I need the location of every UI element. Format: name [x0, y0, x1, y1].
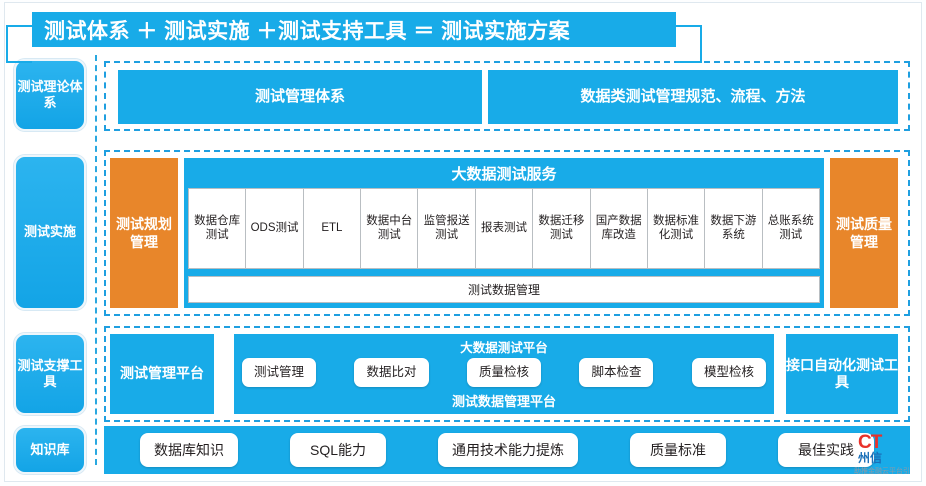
theory-box-data-spec[interactable]: 数据类测试管理规范、流程、方法 [488, 70, 898, 124]
support-block-test-management-platform-label: 测试管理平台 [120, 365, 204, 382]
sidebar-item-execution-label: 测试实施 [23, 224, 76, 240]
execution-block-planning[interactable]: 测试规划管理 [110, 158, 178, 308]
big-data-test-platform-panel: 大数据测试平台 测试管理 数据比对 质量检核 脚本检查 模型检核 测试数据管理平… [234, 334, 774, 414]
big-data-test-service-title: 大数据测试服务 [451, 165, 557, 183]
support-section-band [104, 326, 910, 422]
support-block-api-automation-tool-label: 接口自动化测试工具 [786, 356, 898, 391]
sidebar-item-theory-label: 测试理论体系 [17, 78, 83, 110]
service-cell[interactable]: 数据下游系统 [705, 189, 763, 268]
sidebar-item-execution[interactable]: 测试实施 [14, 155, 86, 310]
banner-bracket-left [6, 25, 32, 63]
sidebar-item-knowledge-base[interactable]: 知识库 [14, 426, 86, 474]
service-cell[interactable]: ODS测试 [246, 189, 304, 268]
execution-block-quality-label: 测试质量管理 [836, 215, 892, 250]
knowledge-base-pill[interactable]: 数据库知识 [140, 433, 238, 467]
theory-section-band [104, 61, 910, 131]
service-cell-list: 数据仓库测试 ODS测试 ETL 数据中台测试 监管报送测试 报表测试 数据迁移… [188, 188, 820, 269]
service-cell[interactable]: 数据中台测试 [361, 189, 419, 268]
service-cell[interactable]: 报表测试 [476, 189, 534, 268]
knowledge-base-pill[interactable]: 通用技术能力提炼 [438, 433, 578, 467]
support-block-api-automation-tool[interactable]: 接口自动化测试工具 [786, 334, 898, 414]
big-data-test-platform-title: 大数据测试平台 [460, 341, 548, 355]
knowledge-base-pill[interactable]: SQL能力 [290, 433, 386, 467]
page-title-banner: 测试体系 ＋ 测试实施 ＋测试支持工具 ＝ 测试实施方案 [32, 12, 676, 47]
page-title: 测试体系 ＋ 测试实施 ＋测试支持工具 ＝ 测试实施方案 [44, 19, 571, 43]
support-block-test-management-platform[interactable]: 测试管理平台 [110, 334, 214, 414]
execution-section-band [104, 150, 910, 316]
platform-pill[interactable]: 脚本检查 [579, 357, 654, 387]
theory-box-data-spec-label: 数据类测试管理规范、流程、方法 [580, 87, 806, 105]
platform-pill[interactable]: 测试管理 [242, 357, 317, 387]
execution-block-planning-label: 测试规划管理 [116, 215, 172, 250]
knowledge-base-pill[interactable]: 最佳实践 [778, 433, 874, 467]
sidebar-item-knowledge-base-label: 知识库 [30, 441, 70, 457]
service-cell[interactable]: 数据标准化测试 [648, 189, 706, 268]
sidebar-column-divider [95, 55, 97, 465]
knowledge-base-panel: 数据库知识 SQL能力 通用技术能力提炼 质量标准 最佳实践 [104, 426, 910, 474]
theory-box-management-system-label: 测试管理体系 [254, 87, 345, 105]
sidebar-item-support[interactable]: 测试支撑工具 [14, 333, 86, 415]
big-data-test-platform-footer: 测试数据管理平台 [451, 394, 556, 409]
service-cell[interactable]: 监管报送测试 [418, 189, 476, 268]
execution-block-quality[interactable]: 测试质量管理 [830, 158, 898, 308]
service-cell[interactable]: 国产数据库改造 [591, 189, 648, 268]
platform-pill[interactable]: 模型检核 [691, 357, 766, 387]
service-cell[interactable]: ETL [304, 189, 362, 268]
platform-pill[interactable]: 质量检核 [466, 357, 541, 387]
big-data-test-service-panel: 大数据测试服务 数据仓库测试 ODS测试 ETL 数据中台测试 监管报送测试 报… [184, 158, 824, 308]
platform-pill[interactable]: 数据比对 [354, 357, 429, 387]
service-cell[interactable]: 数据仓库测试 [189, 189, 247, 268]
banner-bracket-right [676, 25, 702, 63]
service-footer-test-data-management[interactable]: 测试数据管理 [188, 276, 820, 303]
sidebar-item-support-label: 测试支撑工具 [17, 357, 83, 389]
service-cell[interactable]: 数据迁移测试 [533, 189, 591, 268]
knowledge-base-pill-list: 数据库知识 SQL能力 通用技术能力提炼 质量标准 最佳实践 [114, 426, 900, 474]
sidebar-item-theory[interactable]: 测试理论体系 [14, 59, 86, 131]
platform-pill-list: 测试管理 数据比对 质量检核 脚本检查 模型检核 [242, 357, 766, 387]
knowledge-base-pill[interactable]: 质量标准 [630, 433, 726, 467]
service-cell[interactable]: 总账系统测试 [767, 214, 814, 241]
theory-box-management-system[interactable]: 测试管理体系 [118, 70, 482, 124]
